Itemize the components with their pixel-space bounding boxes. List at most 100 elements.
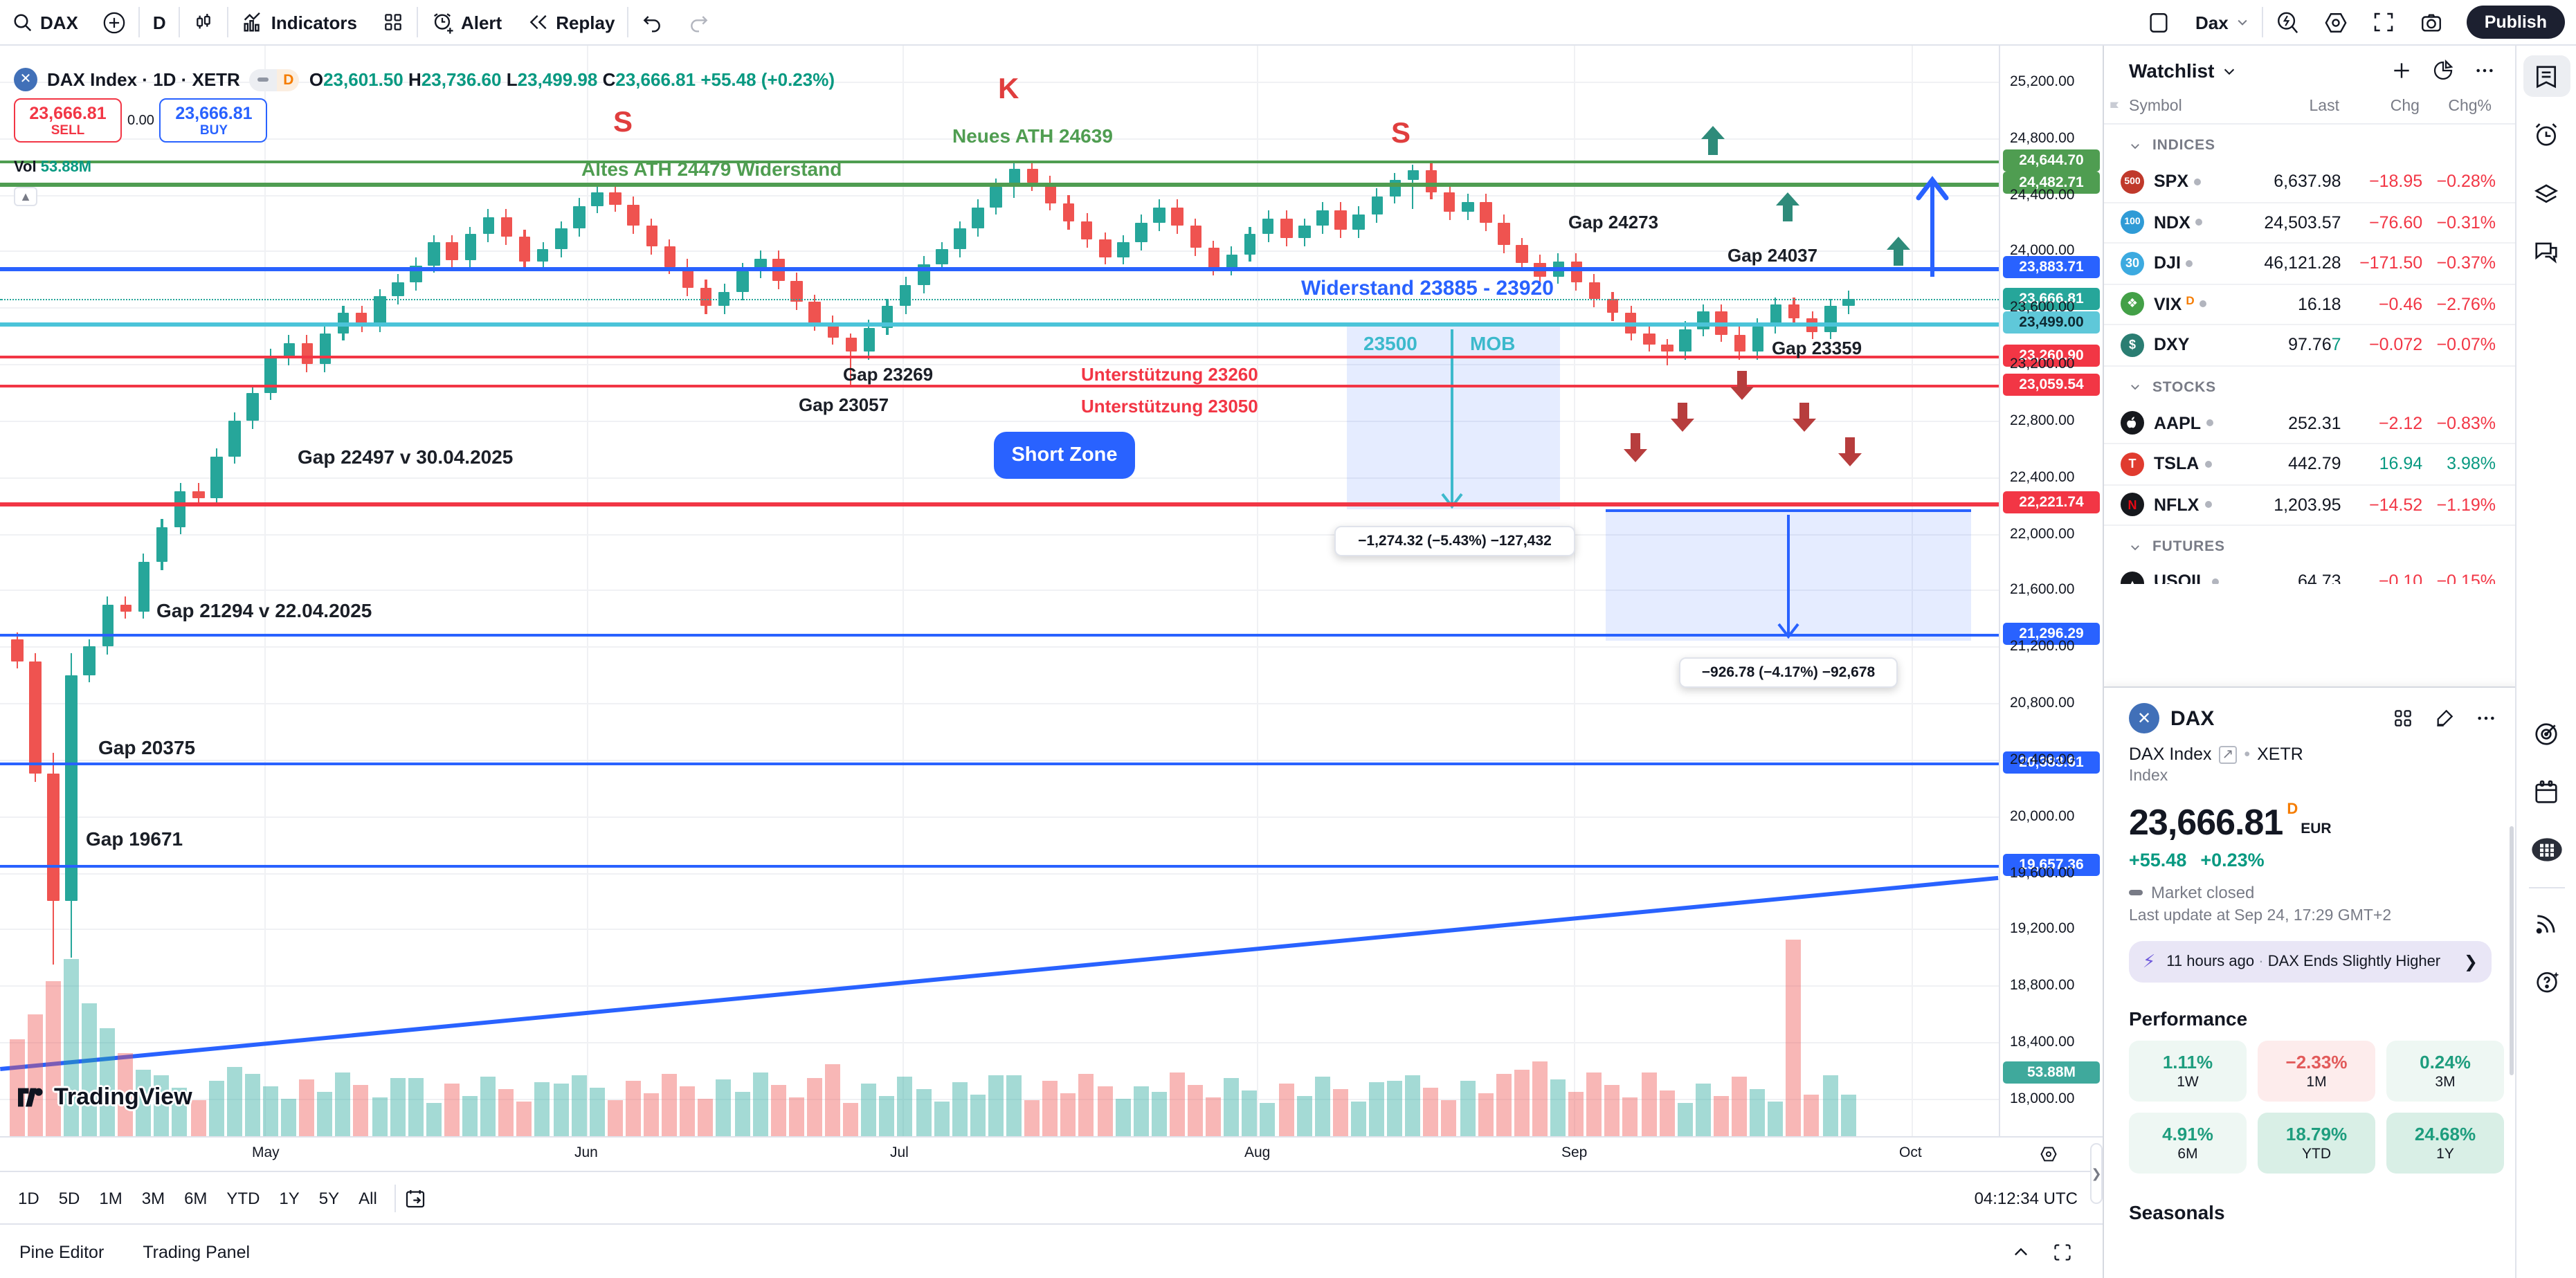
candle[interactable] bbox=[1570, 261, 1583, 282]
news-pill[interactable]: ⚡ 11 hours ago · DAX Ends Slightly Highe… bbox=[2129, 941, 2492, 983]
detail-more-icon[interactable] bbox=[2475, 707, 2497, 729]
candle[interactable] bbox=[1117, 242, 1130, 257]
candle[interactable] bbox=[1643, 333, 1655, 345]
trading-panel-tab[interactable]: Trading Panel bbox=[143, 1242, 251, 1261]
candle[interactable] bbox=[1371, 196, 1383, 214]
candle[interactable] bbox=[1480, 201, 1492, 223]
price-level-line[interactable] bbox=[0, 864, 1999, 868]
buy-button[interactable]: 23,666.81 BUY bbox=[159, 98, 268, 143]
candle[interactable] bbox=[1352, 214, 1365, 230]
performance-tile-1w[interactable]: 1.11% 1W bbox=[2129, 1041, 2247, 1102]
candle[interactable] bbox=[301, 343, 314, 365]
time-axis[interactable]: May Jun Jul Aug Sep Oct bbox=[0, 1136, 2103, 1171]
candle[interactable] bbox=[827, 323, 839, 338]
timeframe-3m[interactable]: 3M bbox=[141, 1188, 165, 1207]
time-axis-month[interactable]: Jun bbox=[574, 1144, 598, 1161]
candle[interactable] bbox=[1752, 326, 1764, 352]
candle[interactable] bbox=[1407, 170, 1419, 181]
candle[interactable] bbox=[555, 228, 567, 250]
rail-alerts-button[interactable] bbox=[2523, 113, 2570, 155]
watchlist-more-icon[interactable] bbox=[2474, 60, 2496, 82]
candle[interactable] bbox=[264, 357, 277, 393]
candle[interactable] bbox=[1099, 239, 1111, 257]
price-level-line[interactable] bbox=[0, 355, 1999, 359]
candle[interactable] bbox=[1280, 219, 1292, 239]
candle[interactable] bbox=[102, 604, 114, 647]
time-axis-month[interactable]: May bbox=[252, 1144, 280, 1161]
candle[interactable] bbox=[1734, 334, 1745, 352]
candle[interactable] bbox=[138, 562, 150, 612]
timeframe-1y[interactable]: 1Y bbox=[279, 1188, 300, 1207]
candle[interactable] bbox=[1334, 210, 1347, 230]
rail-watchlist-button[interactable] bbox=[2523, 55, 2570, 97]
replay-button[interactable]: Replay bbox=[514, 0, 627, 44]
watchlist-sector-icon[interactable] bbox=[2432, 60, 2454, 82]
candle[interactable] bbox=[1062, 203, 1075, 222]
watchlist-row-usoil[interactable]: ▲ USOIL 64.73 −0.10 −0.15% bbox=[2104, 563, 2515, 584]
legend-title[interactable]: DAX Index · 1D · XETR bbox=[47, 69, 240, 90]
candle[interactable] bbox=[1606, 299, 1619, 313]
performance-tile-1m[interactable]: −2.33% 1M bbox=[2258, 1041, 2375, 1102]
candle[interactable] bbox=[591, 192, 604, 206]
candle[interactable] bbox=[500, 217, 513, 237]
price-level-line[interactable] bbox=[0, 502, 1999, 506]
candle[interactable] bbox=[1425, 170, 1437, 192]
candle[interactable] bbox=[47, 774, 60, 902]
panel-collapse-handle[interactable]: ❯ bbox=[2090, 1143, 2103, 1204]
timeframe-1m[interactable]: 1M bbox=[99, 1188, 123, 1207]
candle[interactable] bbox=[319, 333, 332, 365]
detail-symbol-name[interactable]: DAX Index bbox=[2129, 745, 2212, 764]
panel-scrollbar[interactable] bbox=[2510, 826, 2514, 1075]
candle[interactable] bbox=[1697, 311, 1709, 329]
candle[interactable] bbox=[863, 327, 876, 352]
rail-apps-button[interactable] bbox=[2523, 829, 2570, 870]
candle[interactable] bbox=[1171, 207, 1183, 226]
candle[interactable] bbox=[536, 249, 549, 262]
candle[interactable] bbox=[1135, 223, 1148, 243]
col-chg[interactable]: Chg bbox=[2390, 98, 2420, 115]
candle[interactable] bbox=[246, 392, 259, 421]
external-link-icon[interactable]: ↗ bbox=[2218, 745, 2238, 763]
candle[interactable] bbox=[664, 246, 676, 267]
candle[interactable] bbox=[845, 337, 858, 352]
candle[interactable] bbox=[700, 288, 712, 307]
add-symbol-button[interactable] bbox=[91, 0, 139, 44]
candle[interactable] bbox=[899, 284, 911, 307]
price-axis[interactable]: 24,644.70 24,482.71 23,883.71 23,666.81 23,4… bbox=[1999, 46, 2103, 1136]
indicators-button[interactable]: Indicators bbox=[228, 0, 370, 44]
candle[interactable] bbox=[1044, 183, 1057, 203]
candle[interactable] bbox=[1262, 219, 1274, 235]
candle[interactable] bbox=[682, 266, 694, 289]
candle[interactable] bbox=[1770, 304, 1782, 327]
timeframe-1d[interactable]: 1D bbox=[18, 1188, 39, 1207]
trend-line[interactable] bbox=[0, 876, 1998, 1070]
candle[interactable] bbox=[464, 234, 476, 260]
legend-visibility-toggle[interactable]: D bbox=[249, 69, 300, 91]
candle[interactable] bbox=[1443, 192, 1455, 212]
watchlist-row-ndx[interactable]: 100 NDX 24,503.57 −76.60 −0.31% bbox=[2104, 203, 2515, 244]
candle[interactable] bbox=[1498, 223, 1510, 246]
col-chgp[interactable]: Chg% bbox=[2448, 98, 2492, 115]
candle[interactable] bbox=[1208, 248, 1220, 268]
time-axis-month[interactable]: Sep bbox=[1561, 1144, 1588, 1161]
candle[interactable] bbox=[120, 604, 132, 612]
candle[interactable] bbox=[1153, 207, 1165, 223]
chart-style-button[interactable] bbox=[180, 0, 227, 44]
candle[interactable] bbox=[954, 228, 966, 250]
detail-edit-icon[interactable] bbox=[2433, 707, 2456, 729]
col-symbol[interactable]: Symbol bbox=[2129, 98, 2182, 115]
candle[interactable] bbox=[990, 186, 1002, 208]
candle[interactable] bbox=[210, 456, 223, 499]
time-axis-month[interactable]: Jul bbox=[890, 1144, 909, 1161]
rail-chat-button[interactable] bbox=[2523, 230, 2570, 271]
layout-button[interactable] bbox=[2134, 10, 2183, 34]
price-level-line[interactable] bbox=[0, 633, 1999, 637]
candle[interactable] bbox=[228, 420, 241, 456]
watchlist-chevron-icon[interactable] bbox=[2221, 63, 2236, 78]
price-level-line[interactable] bbox=[0, 298, 1999, 300]
candle[interactable] bbox=[736, 271, 748, 293]
candle[interactable] bbox=[1008, 169, 1020, 187]
candle[interactable] bbox=[518, 237, 531, 262]
candle[interactable] bbox=[283, 343, 295, 358]
settings-button[interactable] bbox=[2312, 10, 2360, 34]
